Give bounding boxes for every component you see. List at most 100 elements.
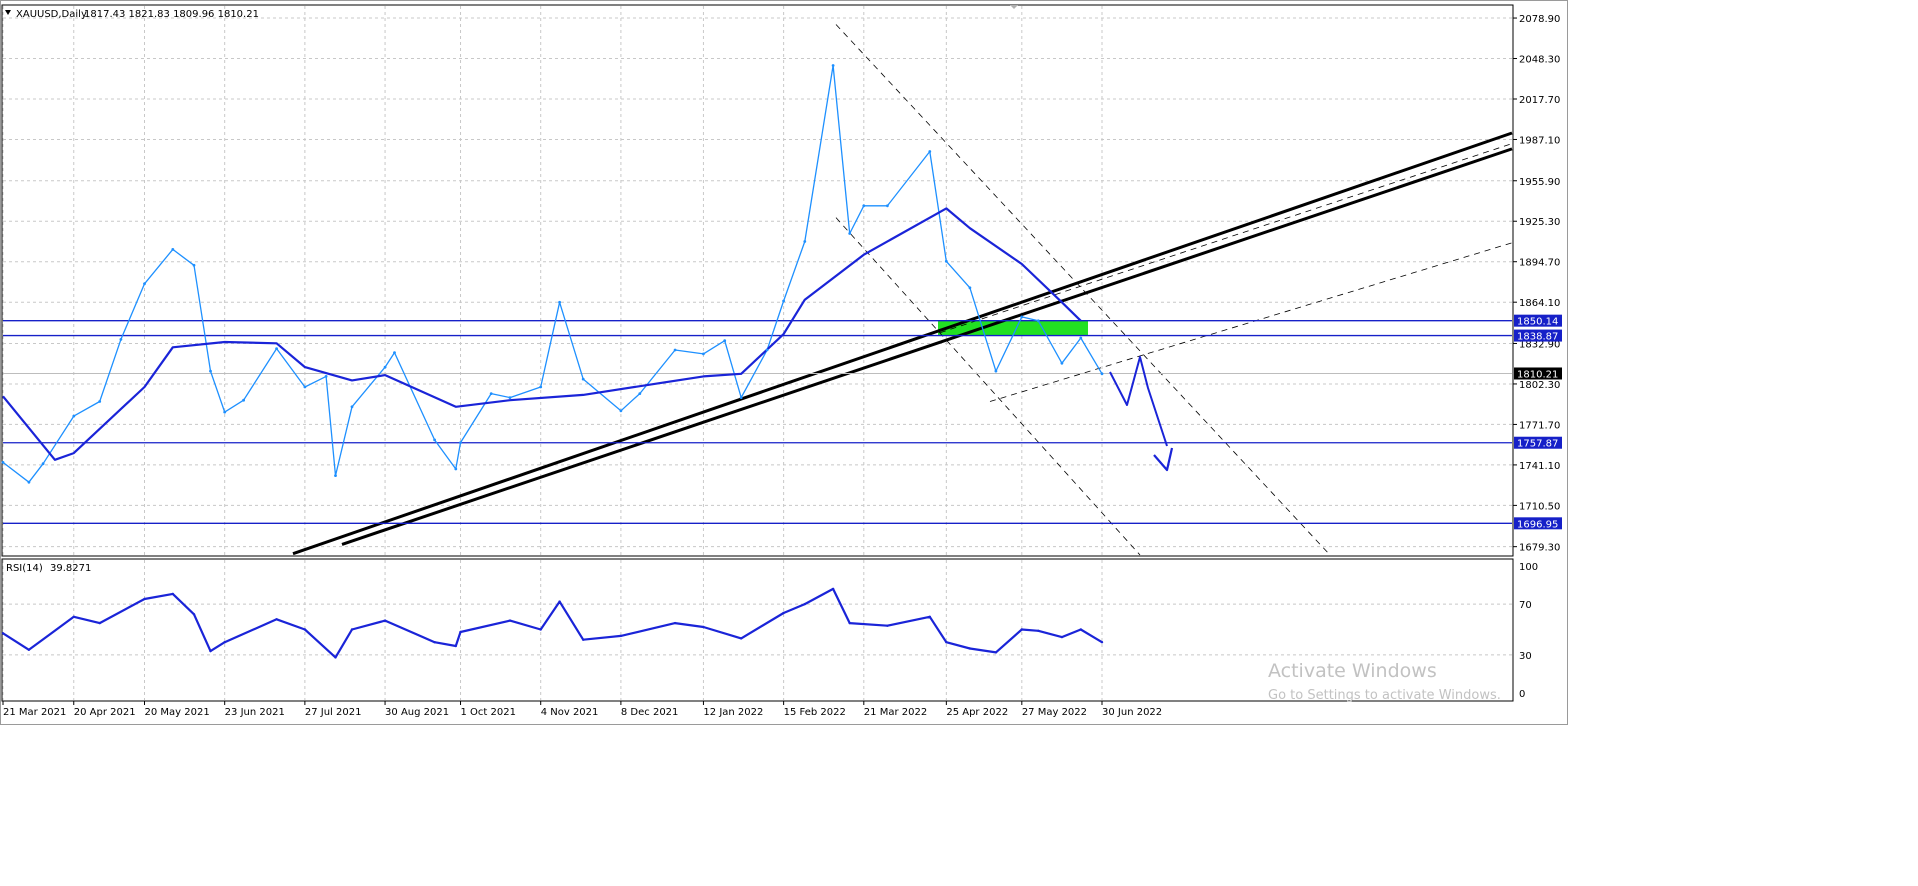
activate-windows-title: Activate Windows [1268,660,1437,682]
time-tick-label: 8 Dec 2021 [621,707,679,718]
price-tick-label: 1987.10 [1519,135,1560,146]
channel-lower-dashed [835,217,1141,556]
rsi-point [98,621,101,625]
rsi-point [1037,629,1040,632]
price-point [944,259,948,263]
price-point [765,348,769,352]
rsi-point [945,641,948,644]
time-tick-label: 25 Apr 2022 [946,707,1008,718]
grid-lines [2,6,1512,700]
price-point [994,369,998,373]
rsi-point [334,656,337,659]
rsi-indicator-name: RSI(14) [6,563,43,574]
price-point [508,396,512,399]
support-zone [938,320,1088,336]
price-point [489,392,493,395]
price-point [433,438,436,442]
time-tick-label: 30 Jun 2022 [1102,707,1162,718]
time-tick-label: 27 May 2022 [1022,707,1087,718]
price-point [143,282,146,286]
collapse-triangle-icon[interactable] [5,10,11,15]
rsi-series [1,587,1104,659]
rsi-point [582,638,585,641]
price-point [673,348,677,352]
rsi-point [1,632,5,635]
time-tick-label: 1 Oct 2021 [461,707,516,718]
price-tick-label: 1771.70 [1519,420,1560,431]
last-price-tag [1514,367,1562,380]
price-point [723,339,727,343]
price-point [862,204,866,208]
price-point [928,150,932,153]
rsi-point [702,625,705,629]
price-point [702,352,705,356]
activate-windows-subtitle: Go to Settings to activate Windows. [1268,688,1501,703]
rsi-point [886,624,889,627]
time-tick-label: 21 Mar 2022 [864,707,927,718]
price-point [803,240,807,243]
rsi-point [433,641,436,644]
price-point [27,480,31,484]
axes: 2078.90 2048.30 2017.70 1987.10 1955.90 1925.… [2,5,1562,718]
price-point [72,414,76,418]
rsi-point [831,587,835,591]
rsi-tick-label: 70 [1519,600,1532,611]
rsi-point [171,592,174,596]
time-tick-label: 20 Apr 2021 [74,707,136,718]
ohlc-values: 1817.43 1821.83 1809.96 1810.21 [84,9,259,20]
projection-arrow-head-icon [1153,447,1174,472]
rsi-point [848,621,851,625]
rising-dashed-line [989,242,1513,402]
level-price-tag [1514,517,1562,530]
time-tick-label: 12 Jan 2022 [703,707,763,718]
price-point [619,409,623,413]
price-point [558,300,561,304]
last-price-label: 1810.21 [1517,369,1558,380]
rsi-point [223,641,226,644]
drawing-objects [3,24,1513,556]
price-tick-label: 1802.30 [1519,380,1560,391]
rsi-point [1020,628,1023,631]
time-tick-label: 27 Jul 2021 [305,707,362,718]
price-tick-label: 1710.50 [1519,501,1560,512]
rsi-tick-label: 0 [1519,689,1525,700]
rsi-tick-label: 100 [1519,562,1538,573]
rsi-point [782,611,785,615]
price-panel[interactable] [1,4,1514,557]
price-point [848,232,852,235]
moving-average-line [2,207,1082,461]
rsi-point [803,602,806,606]
price-tick-label: 1894.70 [1519,258,1560,269]
rsi-point [740,637,743,640]
time-tick-label: 21 Mar 2021 [3,707,66,718]
trading-chart[interactable]: 2078.90 2048.30 2017.70 1987.10 1955.90 1925.… [0,0,1568,725]
rsi-point [1100,641,1104,644]
rsi-point [454,644,457,648]
rsi-point [459,630,462,634]
price-point [119,338,123,341]
price-point [1100,372,1104,376]
price-point [1036,319,1040,323]
price-point [334,474,337,477]
price-point [192,263,196,267]
price-tick-label: 2048.30 [1519,55,1560,66]
price-point [968,286,972,290]
rsi-point [928,615,931,618]
price-point [393,351,396,354]
rsi-point [1079,628,1083,631]
price-point [383,365,387,369]
rsi-point [209,649,212,653]
price-tick-label: 1741.10 [1519,461,1560,472]
price-tick-label: 1832.90 [1519,339,1560,350]
rsi-point [968,647,972,650]
price-tick-label: 2078.90 [1519,14,1560,25]
price-point [98,400,102,403]
price-point [782,299,785,303]
price-point [209,369,212,373]
price-tick-label: 1955.90 [1519,177,1560,188]
level-price-tag [1514,436,1562,449]
projection-arrow-path [1109,356,1168,447]
price-point [886,204,889,208]
rsi-point [192,613,196,616]
trendline-lower [341,147,1513,546]
